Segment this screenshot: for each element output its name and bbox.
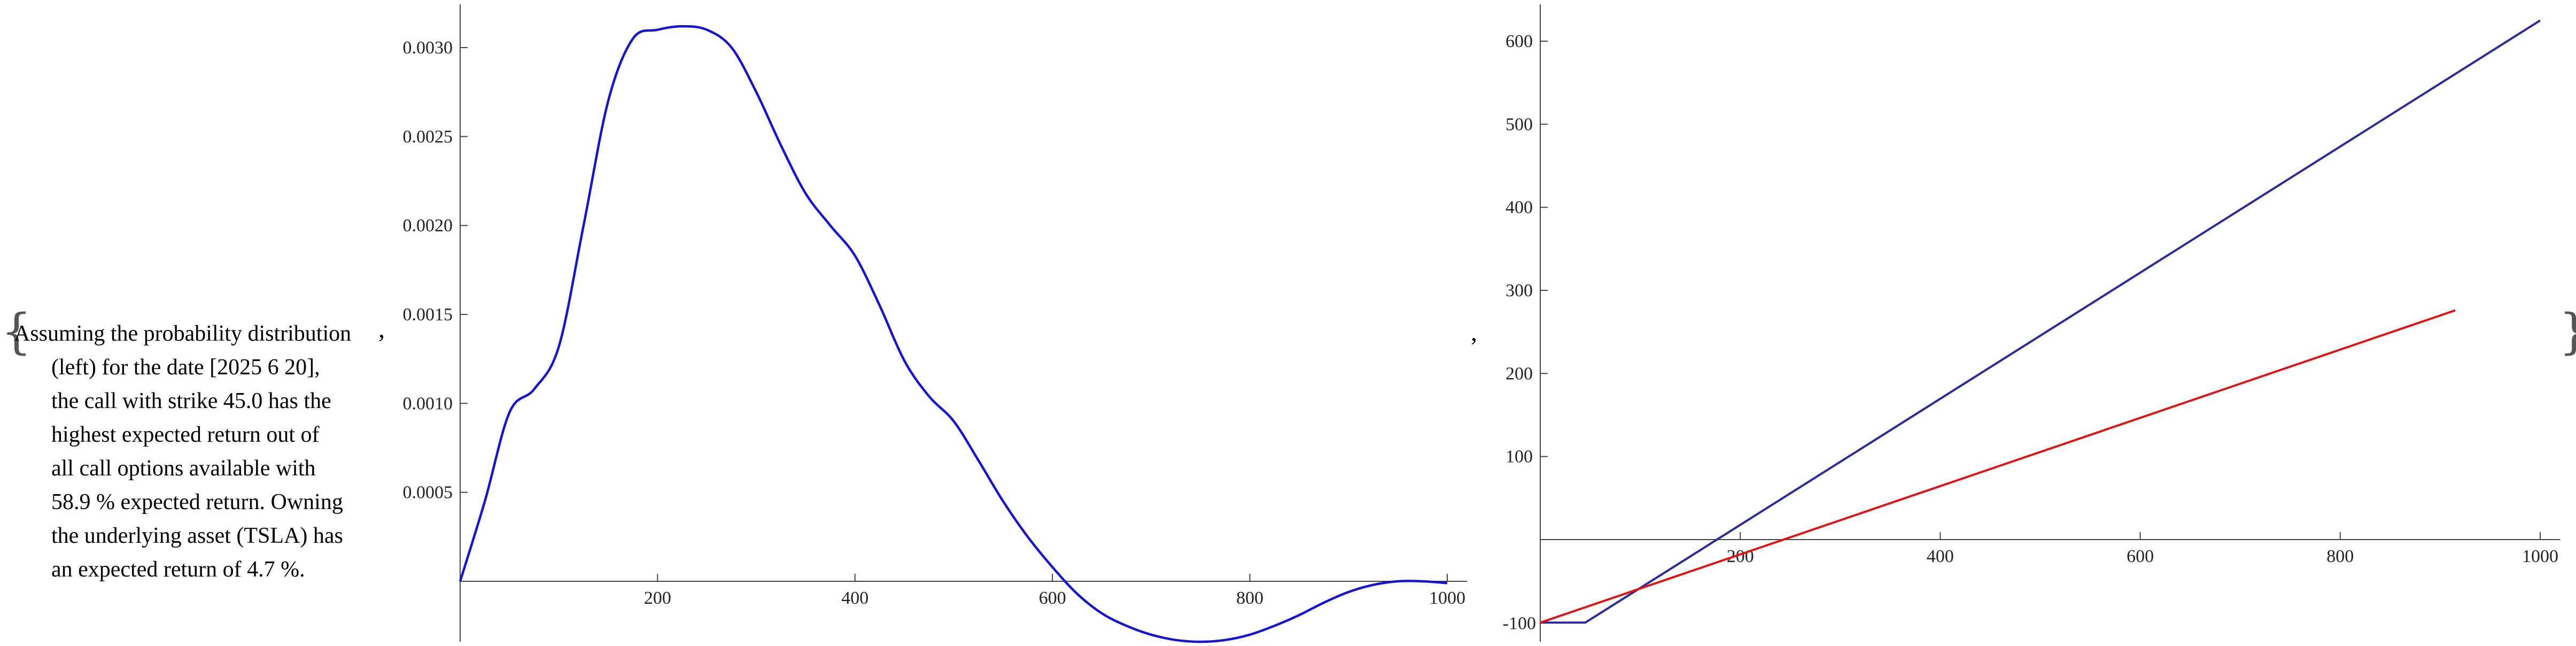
left-y-tick-label: 0.0015: [403, 305, 453, 325]
left-x-tick-label: 600: [1039, 588, 1066, 608]
right-y-tick-label: 100: [1506, 447, 1533, 467]
left-x-tick-label: 1000: [1429, 588, 1465, 608]
right-y-tick-label: 600: [1506, 32, 1533, 51]
note-line-1: Assuming the probability distribution: [14, 321, 352, 346]
left-y-tick-label: 0.0010: [403, 394, 453, 413]
right-y-tick-label: 500: [1506, 114, 1533, 134]
left-x-tick-label: 800: [1236, 588, 1263, 608]
left-x-tick-label: 400: [841, 588, 868, 608]
note-line-6: 58.9 % expected return. Owning: [51, 490, 343, 514]
right-x-tick-label: 400: [1927, 547, 1954, 566]
note-line-2: (left) for the date [2025 6 20],: [51, 355, 320, 380]
left-x-tick-label: 200: [644, 588, 671, 608]
right-y-tick-label: 400: [1506, 198, 1533, 218]
left-y-tick-label: 0.0025: [403, 127, 453, 147]
payoff-line-red: [1540, 309, 2456, 624]
note-line-3: the call with strike 45.0 has the: [51, 389, 331, 413]
close-brace: }: [2559, 308, 2576, 356]
right-x-tick-label: 1000: [2522, 547, 2558, 566]
density-curve: [459, 25, 1448, 643]
left-y-tick-label: 0.0020: [403, 216, 453, 236]
payoff-line-blue: [1540, 19, 2541, 624]
right-x-tick-label: 600: [2127, 547, 2154, 566]
result-note: { Assuming the probability distribution …: [0, 0, 406, 646]
note-line-8: an expected return of 4.7 %.: [51, 557, 305, 582]
right-x-tick-label: 200: [1727, 547, 1754, 566]
note-line-7: the underlying asset (TSLA) has: [51, 524, 343, 548]
separator-comma-2: ,: [1471, 318, 1477, 347]
separator-comma-1: ,: [378, 315, 385, 343]
right-y-tick-label: 200: [1506, 364, 1533, 383]
right-y-tick-label-neg100: -100: [1503, 613, 1536, 633]
open-brace: {: [1, 304, 32, 360]
note-line-4: highest expected return out of: [51, 422, 320, 447]
note-line-5: all call options available with: [51, 456, 316, 481]
left-y-tick-label: 0.0030: [403, 38, 453, 58]
right-x-tick-label: 800: [2326, 547, 2354, 566]
right-y-tick-label: 300: [1506, 281, 1533, 301]
left-y-tick-label: 0.0005: [403, 483, 453, 503]
